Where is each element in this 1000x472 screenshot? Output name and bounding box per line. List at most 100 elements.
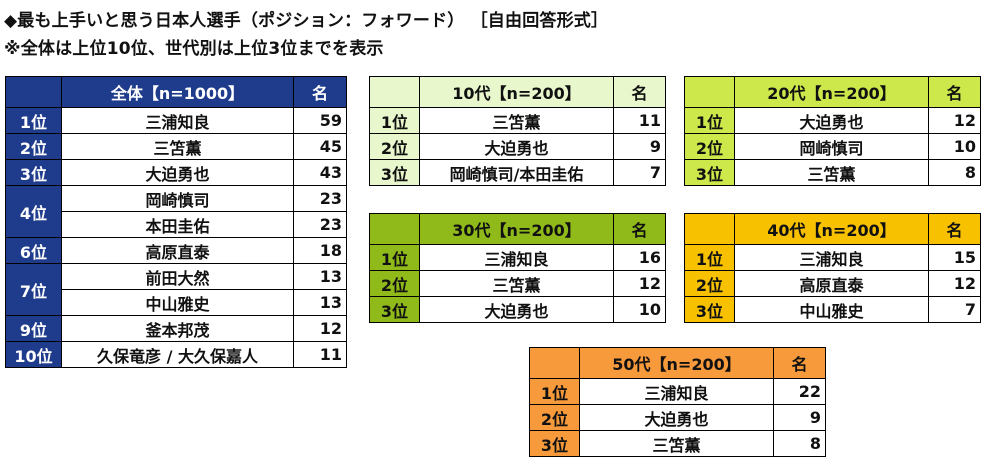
table-header-row: 20代【n=200】 名 [684,76,981,108]
vote-count: 11 [613,107,666,134]
rank-cell: 2位 [369,270,420,297]
vote-count: 11 [293,341,347,368]
vote-count: 18 [293,237,347,264]
vote-count: 12 [928,107,981,134]
table-header-label: 全体【n=1000】 [61,76,294,108]
table-row: 1位 三浦知良 15 [684,244,981,271]
page-title: ◆最も上手いと思う日本人選手（ポジション：フォワード） ［自由回答形式］ [4,11,609,31]
player-name: 三笘薫 [419,107,614,134]
vote-count: 12 [928,270,981,297]
vote-count: 16 [613,244,666,271]
player-name: 三笘薫 [734,159,929,186]
table-header-row: 40代【n=200】 名 [684,213,981,245]
rank-cell: 2位 [529,404,580,431]
table-header-label: 50代【n=200】 [579,347,774,379]
rank-cell: 3位 [369,296,420,323]
table-header-label: 40代【n=200】 [734,213,929,245]
fifties-ranking-table: 50代【n=200】 名 1位 三浦知良 22 2位 大迫勇也 9 3位 三笘薫… [529,347,826,457]
player-name: 本田圭佑 [61,211,294,238]
player-name: 三笘薫 [579,430,774,457]
rank-cell: 3位 [684,296,735,323]
rank-cell: 3位 [684,159,735,186]
vote-count: 9 [773,404,826,431]
table-header-label: 20代【n=200】 [734,76,929,108]
player-name: 大迫勇也 [419,133,614,160]
count-header: 名 [293,76,347,108]
count-header: 名 [928,213,981,245]
table-header-label: 10代【n=200】 [419,76,614,108]
vote-count: 23 [293,185,347,212]
vote-count: 45 [293,133,347,160]
twenties-ranking-table: 20代【n=200】 名 1位 大迫勇也 12 2位 岡崎慎司 10 3位 三笘… [684,76,981,186]
player-name: 大迫勇也 [61,159,294,186]
table-row: 2位 岡崎慎司 10 [684,133,981,160]
table-header-label: 30代【n=200】 [419,213,614,245]
vote-count: 23 [293,211,347,238]
player-name: 高原直泰 [734,270,929,297]
table-row: 1位 三浦知良 59 [5,107,347,134]
rank-cell: 10位 [5,341,62,368]
table-row: 本田圭佑 23 [6,211,347,238]
player-name: 岡崎慎司 [61,185,294,212]
player-name: 岡崎慎司/本田圭佑 [419,159,614,186]
table-row: 3位 岡崎慎司/本田圭佑 7 [369,159,666,186]
table-row: 2位 大迫勇也 9 [369,133,666,160]
rank-cell: 1位 [5,107,62,134]
vote-count: 7 [928,296,981,323]
table-header-row: 50代【n=200】 名 [529,347,826,379]
table-row: 10位 久保竜彦 / 大久保嘉人 11 [5,341,347,368]
rank-cell: 7位 [5,263,62,316]
table-row: 2位 三笘薫 45 [5,133,347,160]
forties-ranking-table: 40代【n=200】 名 1位 三浦知良 15 2位 高原直泰 12 3位 中山… [684,213,981,323]
overall-ranking-table: 全体【n=1000】 名 1位 三浦知良 59 2位 三笘薫 45 3位 大迫勇… [5,76,347,368]
vote-count: 12 [293,315,347,342]
vote-count: 8 [773,430,826,457]
rank-cell: 9位 [5,315,62,342]
vote-count: 10 [928,133,981,160]
count-header: 名 [613,213,666,245]
table-row: 3位 大迫勇也 43 [5,159,347,186]
vote-count: 59 [293,107,347,134]
table-row: 1位 三浦知良 16 [369,244,666,271]
rank-cell: 3位 [369,159,420,186]
player-name: 岡崎慎司 [734,133,929,160]
table-row: 6位 高原直泰 18 [5,237,347,264]
player-name: 久保竜彦 / 大久保嘉人 [61,341,294,368]
count-header: 名 [613,76,666,108]
table-row: 1位 三笘薫 11 [369,107,666,134]
table-row: 3位 大迫勇也 10 [369,296,666,323]
table-row: 3位 中山雅史 7 [684,296,981,323]
player-name: 高原直泰 [61,237,294,264]
count-header: 名 [928,76,981,108]
table-corner [369,76,420,108]
player-name: 釜本邦茂 [61,315,294,342]
vote-count: 43 [293,159,347,186]
vote-count: 8 [928,159,981,186]
rank-cell: 6位 [5,237,62,264]
vote-count: 7 [613,159,666,186]
player-name: 中山雅史 [734,296,929,323]
player-name: 三浦知良 [419,244,614,271]
table-row: 2位 高原直泰 12 [684,270,981,297]
table-row: 1位 三浦知良 22 [529,378,826,405]
player-name: 前田大然 [61,263,294,290]
table-header-row: 30代【n=200】 名 [369,213,666,245]
table-row: 4位 岡崎慎司 23 [5,185,347,238]
table-row: 3位 三笘薫 8 [684,159,981,186]
player-name: 三浦知良 [61,107,294,134]
vote-count: 13 [293,263,347,290]
table-header-row: 10代【n=200】 名 [369,76,666,108]
rank-cell: 1位 [369,244,420,271]
player-name: 大迫勇也 [419,296,614,323]
table-row: 2位 三笘薫 12 [369,270,666,297]
rank-cell: 2位 [684,133,735,160]
table-corner [5,76,62,108]
player-name: 三浦知良 [734,244,929,271]
rank-cell: 3位 [529,430,580,457]
teens-ranking-table: 10代【n=200】 名 1位 三笘薫 11 2位 大迫勇也 9 3位 岡崎慎司… [369,76,666,186]
table-row: 7位 前田大然 13 [5,263,347,316]
player-name: 三笘薫 [419,270,614,297]
rank-cell: 2位 [684,270,735,297]
page-subtitle: ※全体は上位10位、世代別は上位3位までを表示 [4,39,384,59]
vote-count: 15 [928,244,981,271]
